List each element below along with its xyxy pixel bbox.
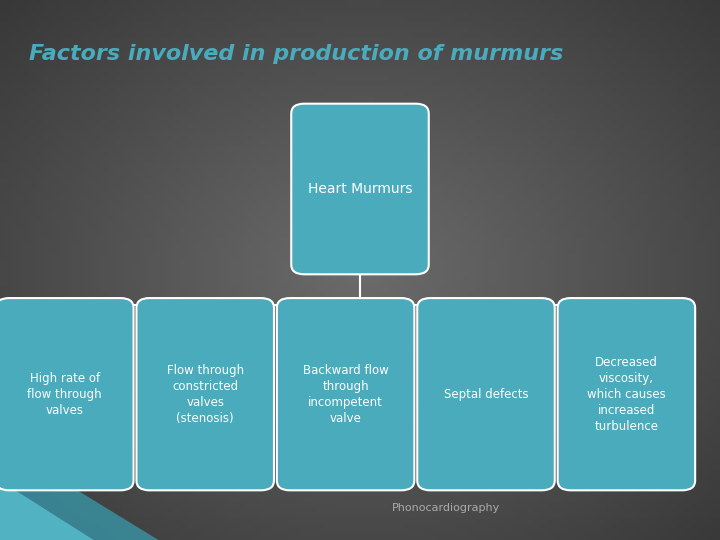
- FancyBboxPatch shape: [418, 298, 554, 490]
- FancyBboxPatch shape: [291, 104, 428, 274]
- FancyBboxPatch shape: [0, 298, 134, 490]
- Text: Septal defects: Septal defects: [444, 388, 528, 401]
- FancyBboxPatch shape: [136, 298, 274, 490]
- Text: Factors involved in production of murmurs: Factors involved in production of murmur…: [29, 44, 563, 64]
- Text: Heart Murmurs: Heart Murmurs: [307, 182, 413, 196]
- Text: Flow through
constricted
valves
(stenosis): Flow through constricted valves (stenosi…: [166, 364, 244, 424]
- FancyBboxPatch shape: [276, 298, 414, 490]
- Text: Phonocardiography: Phonocardiography: [392, 503, 500, 512]
- Polygon shape: [0, 443, 158, 540]
- FancyBboxPatch shape: [557, 298, 696, 490]
- Text: Backward flow
through
incompetent
valve: Backward flow through incompetent valve: [302, 364, 389, 424]
- Polygon shape: [0, 481, 94, 540]
- Text: High rate of
flow through
valves: High rate of flow through valves: [27, 372, 102, 417]
- Text: Decreased
viscosity,
which causes
increased
turbulence: Decreased viscosity, which causes increa…: [587, 356, 666, 433]
